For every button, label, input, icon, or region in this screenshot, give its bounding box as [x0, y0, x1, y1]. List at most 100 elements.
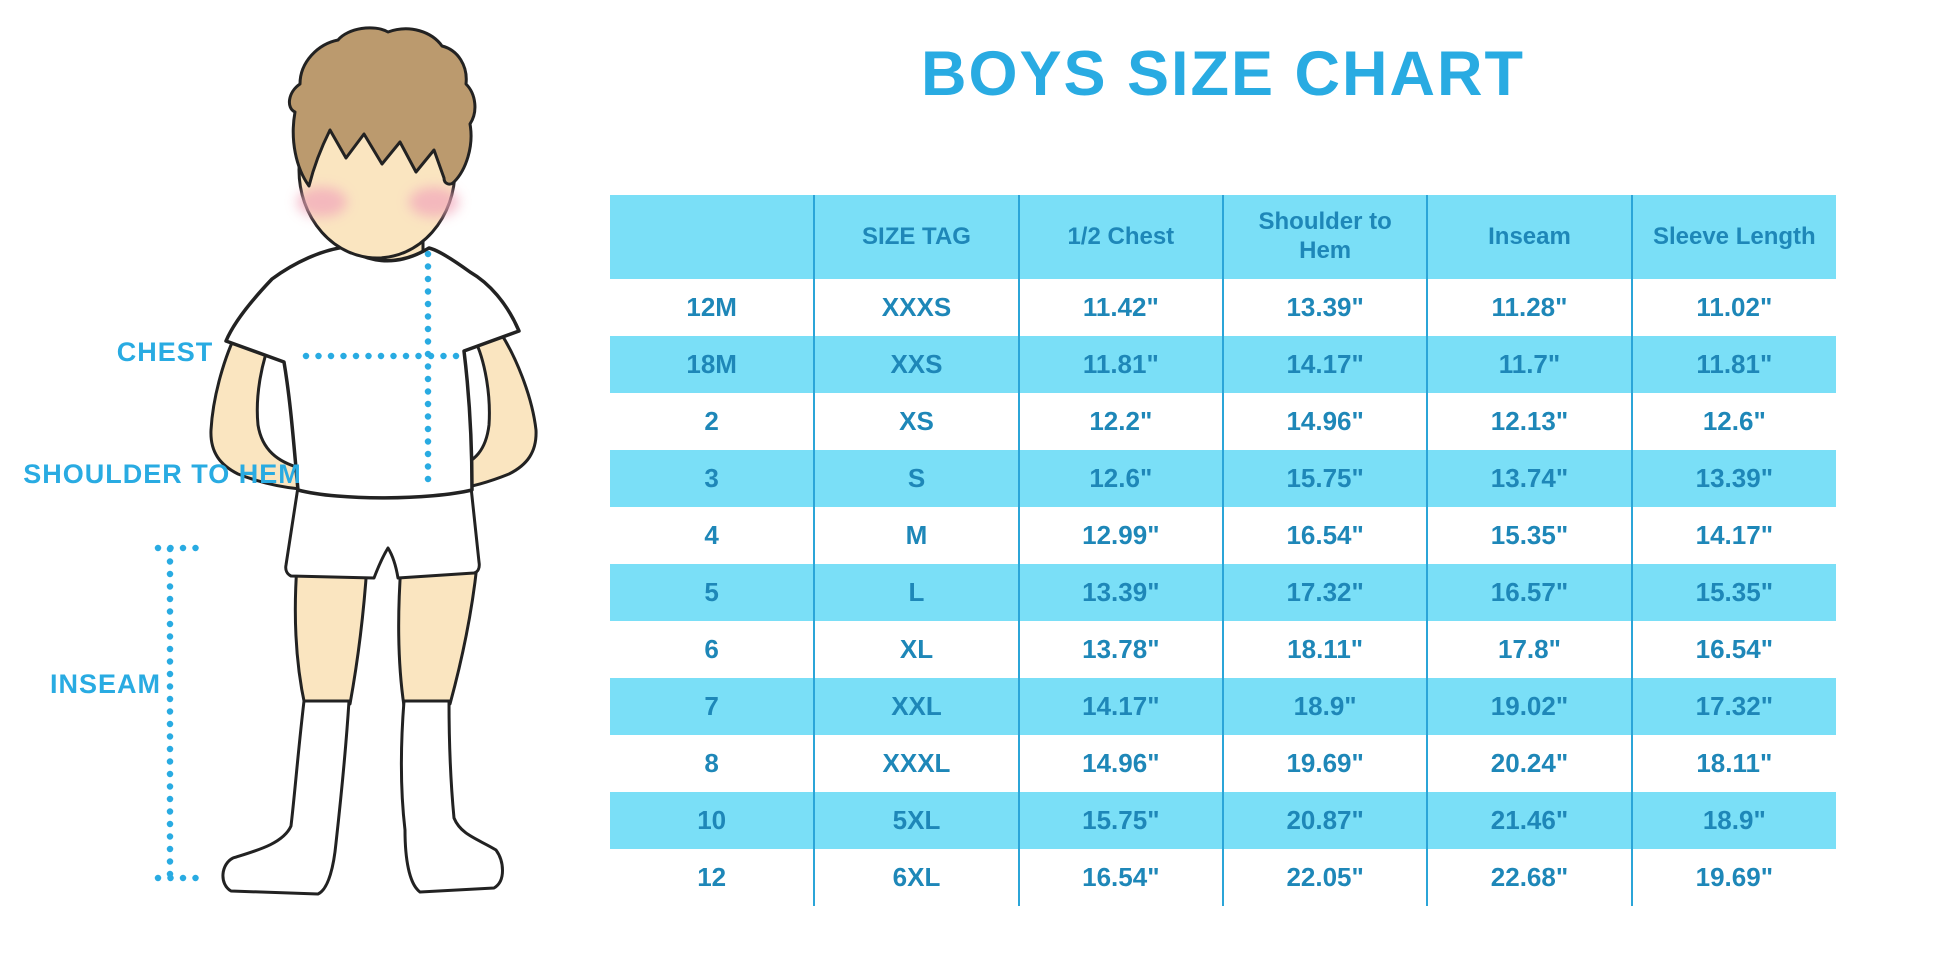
size-label: 5	[610, 564, 815, 621]
measurement-value: 20.87"	[1221, 792, 1428, 849]
table-row-3: 3 S 12.6" 15.75" 13.74" 13.39"	[610, 450, 1836, 507]
size-table: SIZE TAG 1/2 Chest Shoulder to Hem Inseam Sl…	[610, 195, 1836, 906]
measurement-value: XXL	[813, 678, 1019, 735]
measurement-value: M	[813, 507, 1019, 564]
measurement-value: 18.11"	[1221, 621, 1428, 678]
size-label: 2	[704, 406, 719, 436]
right-arm	[453, 330, 538, 491]
size-label: 6	[704, 634, 719, 664]
column-header-2: 1/2 Chest	[1017, 195, 1223, 279]
size-label: 12	[697, 862, 727, 892]
measurement-value: 22.68"	[1426, 849, 1632, 906]
measurement-value: 19.02"	[1426, 678, 1632, 735]
measurement-value: 17.32"	[1221, 564, 1428, 621]
measurement-value: 11.42"	[1017, 279, 1223, 336]
hair	[287, 26, 477, 188]
measurement-value: 16.57"	[1426, 564, 1632, 621]
measurement-value: S	[813, 450, 1019, 507]
measurement-value: 16.54"	[1221, 507, 1428, 564]
measurement-value: 19.69"	[1630, 849, 1836, 906]
measurement-value: 11.7"	[1426, 336, 1632, 393]
measurement-value: 15.75"	[1017, 792, 1223, 849]
measurement-value: 15.35"	[1630, 564, 1836, 621]
measurement-value: 13.39"	[1017, 564, 1223, 621]
measurement-value: 15.75"	[1221, 450, 1428, 507]
table-header-row: SIZE TAG 1/2 Chest Shoulder to Hem Inseam Sl…	[610, 195, 1836, 279]
column-header-4: Inseam	[1426, 195, 1632, 279]
boy-mannequin-illustration	[154, 26, 538, 896]
measurement-value: 11.81"	[1630, 336, 1836, 393]
size-table-head: SIZE TAG 1/2 Chest Shoulder to Hem Inseam Sl…	[610, 195, 1836, 279]
size-label: 12M	[686, 292, 737, 322]
page-title: BOYS SIZE CHART	[920, 39, 1526, 109]
chest-label: CHEST	[116, 337, 214, 367]
measurement-value: 6XL	[813, 849, 1019, 906]
table-row-2: 2 XS 12.2" 14.96" 12.13" 12.6"	[610, 393, 1836, 450]
measurement-value: 12.13"	[1426, 393, 1632, 450]
column-header-0	[610, 195, 815, 279]
measurement-value: 20.24"	[1426, 735, 1632, 792]
measurement-value: L	[813, 564, 1019, 621]
measurement-value: 11.81"	[1017, 336, 1223, 393]
measurement-value: 12.2"	[1017, 393, 1223, 450]
size-label: 8	[704, 748, 719, 778]
measurement-value: 16.54"	[1630, 621, 1836, 678]
measurement-value: XS	[813, 393, 1019, 450]
measurement-value: 14.17"	[1221, 336, 1428, 393]
measurement-value: 12.6"	[1630, 393, 1836, 450]
inseam-label: INSEAM	[50, 669, 162, 699]
right-cheek-blush	[409, 187, 459, 217]
size-label: 3	[610, 450, 815, 507]
table-row-18M: 18M XXS 11.81" 14.17" 11.7" 11.81"	[610, 336, 1836, 393]
right-leg	[397, 563, 479, 708]
column-header-5: Sleeve Length	[1630, 195, 1836, 279]
measurement-value: 18.9"	[1630, 792, 1836, 849]
table-row-12M: 12M XXXS 11.42" 13.39" 11.28" 11.02"	[610, 279, 1836, 336]
measurement-value: 13.74"	[1426, 450, 1632, 507]
measurement-value: 18.9"	[1221, 678, 1428, 735]
measurement-value: 21.46"	[1426, 792, 1632, 849]
measurement-value: 13.78"	[1017, 621, 1223, 678]
measurement-value: 12.99"	[1017, 507, 1223, 564]
measurement-value: 11.02"	[1630, 279, 1836, 336]
measurement-value: 17.8"	[1426, 621, 1632, 678]
table-row-4: 4 M 12.99" 16.54" 15.35" 14.17"	[610, 507, 1836, 564]
table-row-10: 10 5XL 15.75" 20.87" 21.46" 18.9"	[610, 792, 1836, 849]
t-shirt	[224, 245, 521, 500]
column-header-1: SIZE TAG	[813, 195, 1019, 279]
left-arm	[209, 328, 302, 491]
measurement-value: 13.39"	[1630, 450, 1836, 507]
measurement-value: 12.6"	[1017, 450, 1223, 507]
measurement-value: 17.32"	[1630, 678, 1836, 735]
shorts	[284, 485, 481, 580]
left-sock	[221, 699, 351, 896]
measurement-value: 5XL	[813, 792, 1019, 849]
table-row-7: 7 XXL 14.17" 18.9" 19.02" 17.32"	[610, 678, 1836, 735]
measurement-value: 11.28"	[1426, 279, 1632, 336]
table-row-8: 8 XXXL 14.96" 19.69" 20.24" 18.11"	[610, 735, 1836, 792]
measurement-value: 14.96"	[1221, 393, 1428, 450]
size-label: 4	[704, 520, 719, 550]
table-body: 12M XXXS 11.42" 13.39" 11.28" 11.02" 18M XXS 11.…	[610, 279, 1836, 906]
table-row-6: 6 XL 13.78" 18.11" 17.8" 16.54"	[610, 621, 1836, 678]
measurement-value: 14.96"	[1017, 735, 1223, 792]
measurement-value: 14.17"	[1630, 507, 1836, 564]
measurement-value: 19.69"	[1221, 735, 1428, 792]
left-cheek-blush	[297, 187, 347, 217]
measurement-value: 22.05"	[1221, 849, 1428, 906]
measurement-value: 14.17"	[1017, 678, 1223, 735]
size-label: 7	[610, 678, 815, 735]
shoulder-to-hem-label: SHOULDER TO HEM	[23, 459, 302, 489]
column-header-3: Shoulder to Hem	[1221, 195, 1428, 279]
measurement-value: 16.54"	[1017, 849, 1223, 906]
measurement-value: XXXS	[813, 279, 1019, 336]
measurement-value: 13.39"	[1221, 279, 1428, 336]
right-sock	[399, 699, 504, 894]
measurement-value: XL	[813, 621, 1019, 678]
measurement-value: 18.11"	[1630, 735, 1836, 792]
table-row-5: 5 L 13.39" 17.32" 16.57" 15.35"	[610, 564, 1836, 621]
table-row-12: 12 6XL 16.54" 22.05" 22.68" 19.69"	[610, 849, 1836, 906]
measurement-value: 15.35"	[1426, 507, 1632, 564]
size-label: 10	[610, 792, 815, 849]
